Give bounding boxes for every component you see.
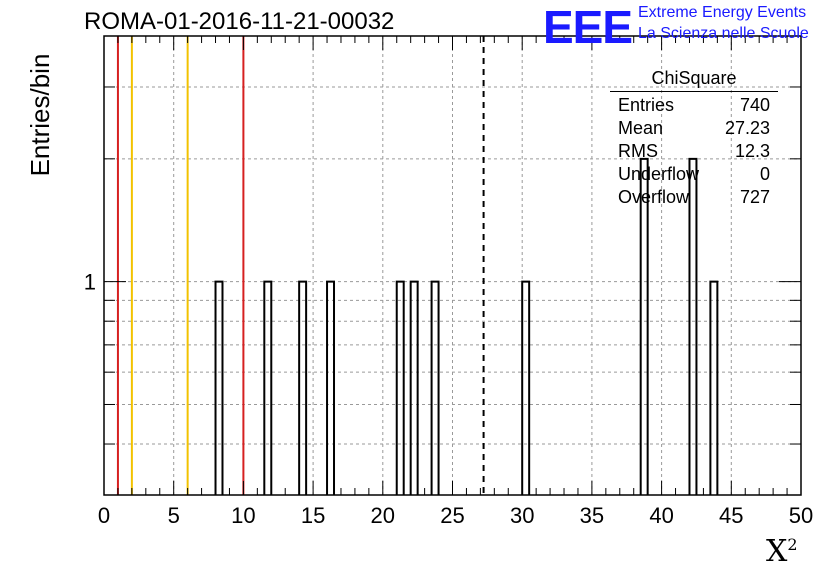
stats-row: Overflow 727 (610, 186, 778, 209)
y-tick-label: 1 (84, 270, 96, 295)
histogram-bin (298, 280, 308, 495)
x-tick-label: 0 (98, 503, 110, 528)
eee-logo-mark: EEE (543, 1, 633, 53)
logo-line-1: Extreme Energy Events (638, 4, 807, 21)
stats-value: 0 (759, 164, 770, 184)
stats-title: ChiSquare (610, 68, 778, 92)
stats-label: Overflow (618, 187, 690, 207)
logo-line-2: La Scienza nelle Scuole (638, 25, 809, 42)
histogram-bin (409, 280, 419, 495)
x-tick-label: 15 (301, 503, 325, 528)
x-tick-label: 10 (231, 503, 255, 528)
histogram-bin (639, 157, 649, 495)
histogram-bin (521, 280, 531, 495)
stats-label: Mean (618, 118, 664, 138)
x-tick-label: 35 (580, 503, 604, 528)
x-tick-label: 45 (719, 503, 743, 528)
x-axis-label: X2 (766, 534, 798, 569)
stats-label: RMS (618, 141, 658, 161)
histogram-bin (688, 157, 698, 495)
stats-rows: Entries 740 Mean 27.23 RMS 12.3 Underflow 0 Over… (610, 94, 778, 209)
stats-box: ChiSquare Entries 740 Mean 27.23 RMS 12.3 Unde… (610, 68, 778, 209)
stats-row: Mean 27.23 (610, 117, 778, 140)
histogram-bin (214, 280, 224, 495)
stats-value: 12.3 (734, 141, 770, 161)
stats-row: RMS 12.3 (610, 140, 778, 163)
stats-value: 740 (739, 95, 770, 115)
x-tick-label: 40 (649, 503, 673, 528)
stats-label: Entries (618, 95, 675, 115)
histogram-bin (263, 280, 273, 495)
histogram-bin (709, 280, 719, 495)
stats-row: Underflow 0 (610, 163, 778, 186)
x-axis-label-text: X (766, 534, 788, 569)
histogram-bin (430, 280, 440, 495)
x-axis-label-sup: 2 (787, 535, 798, 554)
y-axis-label: Entries/bin (25, 53, 55, 177)
x-tick-label: 50 (789, 503, 813, 528)
histogram-bin (395, 280, 405, 495)
histogram-bin (326, 280, 336, 495)
stats-value: 27.23 (724, 118, 770, 138)
x-tick-label: 20 (371, 503, 395, 528)
x-tick-label: 5 (168, 503, 180, 528)
stats-label: Underflow (618, 164, 700, 184)
x-tick-label: 25 (440, 503, 464, 528)
x-tick-label: 30 (510, 503, 534, 528)
chart-title: ROMA-01-2016-11-21-00032 (84, 8, 395, 35)
stats-value: 727 (739, 187, 770, 207)
stats-row: Entries 740 (610, 94, 778, 117)
